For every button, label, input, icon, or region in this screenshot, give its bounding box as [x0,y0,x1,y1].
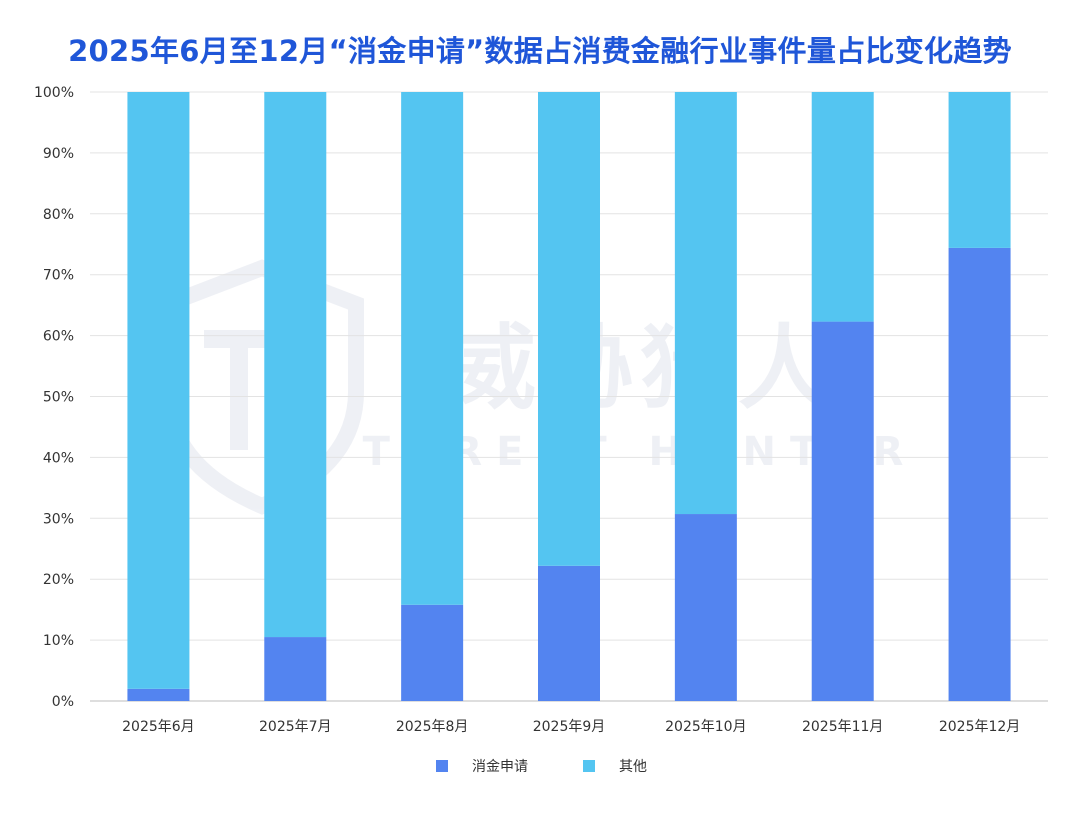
x-tick-label: 2025年9月 [533,719,606,735]
bar-primary-segment [264,637,327,701]
x-tick-label: 2025年10月 [665,719,746,735]
x-tick-label: 2025年8月 [396,719,469,735]
bar-other-segment [264,92,327,638]
x-tick-label: 2025年6月 [122,719,195,735]
y-tick-label: 40% [43,450,74,466]
x-tick-label: 2025年11月 [802,719,883,735]
x-tick-label: 2025年7月 [259,719,332,735]
bar-other-segment [401,92,464,605]
bar-other-segment [948,92,1011,248]
y-tick-label: 30% [43,511,74,527]
bar-other-segment [674,92,737,515]
x-tick-label: 2025年12月 [939,719,1020,735]
bar-primary-segment [811,321,874,701]
chart-title: 2025年6月至12月“消金申请”数据占消费金融行业事件量占比变化趋势 [68,34,1012,68]
y-tick-label: 80% [43,207,74,223]
x-axis-ticks: 2025年6月 2025年7月 2025年8月 2025年9月 2025年10月 2025… [122,719,1020,735]
y-tick-label: 20% [43,572,74,588]
y-tick-label: 50% [43,390,74,406]
legend: 消金申请 其他 [436,759,647,775]
bar-primary-segment [401,604,464,701]
y-tick-label: 0% [52,694,74,710]
bar-other-segment [538,92,600,566]
y-tick-label: 10% [43,633,74,649]
y-tick-label: 60% [43,329,74,345]
bars-group [127,92,1011,702]
legend-swatch [436,760,448,772]
bar-primary-segment [948,247,1011,702]
bar-primary-segment [674,514,737,701]
legend-label: 消金申请 [472,759,528,775]
bar-other-segment [127,92,190,689]
y-axis-ticks: 0% 10% 20% 30% 40% 50% 60% 70% 80% 90% 100% [34,85,74,710]
y-tick-label: 90% [43,146,74,162]
legend-swatch [583,760,595,772]
legend-label: 其他 [619,759,647,775]
bar-other-segment [811,92,874,322]
bar-primary-segment [127,688,190,701]
y-tick-label: 70% [43,268,74,284]
bar-primary-segment [538,565,600,701]
y-tick-label: 100% [34,85,74,101]
svg-text:威胁猎人: 威胁猎人 [444,315,836,422]
